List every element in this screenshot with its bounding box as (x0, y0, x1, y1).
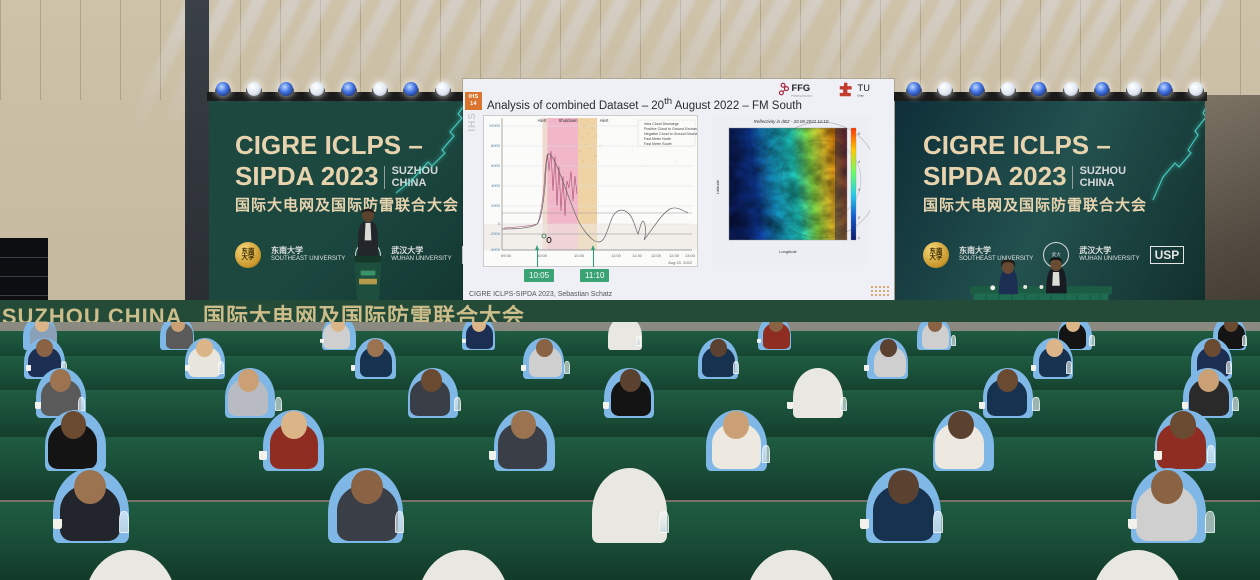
svg-text:1: 1 (858, 236, 860, 240)
svg-text:TU: TU (858, 83, 870, 93)
svg-text:11:00: 11:00 (611, 253, 621, 258)
svg-text:13:00: 13:00 (685, 253, 696, 258)
svg-text:-4000: -4000 (490, 247, 501, 252)
svg-text:10:30: 10:30 (574, 253, 585, 258)
svg-text:Fast Meter South: Fast Meter South (644, 142, 672, 146)
svg-text:Promoting Innovation: Promoting Innovation (792, 94, 813, 97)
svg-text:Alert: Alert (538, 118, 548, 123)
svg-text:Negative Cloud to Ground Disch: Negative Cloud to Ground Discharge (644, 132, 697, 136)
svg-text:Alert: Alert (600, 118, 610, 123)
svg-text:Fast Meter North: Fast Meter North (644, 137, 671, 141)
svg-text:Longitude: Longitude (779, 249, 797, 254)
svg-text:2: 2 (858, 216, 860, 220)
svg-text:5: 5 (858, 132, 860, 136)
svg-text:12:00: 12:00 (651, 253, 662, 258)
svg-text:10000: 10000 (489, 123, 501, 128)
svg-text:12:30: 12:30 (669, 253, 680, 258)
svg-text:Intra Cloud Discharge: Intra Cloud Discharge (644, 122, 679, 126)
svg-text:Positive Cloud to Ground Excha: Positive Cloud to Ground Exchange (644, 127, 697, 131)
svg-text:10:00: 10:00 (537, 253, 548, 258)
svg-text:09:30: 09:30 (501, 253, 512, 258)
svg-text:Reflectivity in dBZ - 20.08.20: Reflectivity in dBZ - 20.08.2022 11:10 (754, 119, 829, 124)
svg-text:6000: 6000 (491, 163, 501, 168)
svg-text:FFG: FFG (792, 83, 811, 93)
svg-text:2000: 2000 (491, 203, 501, 208)
svg-text:11:30: 11:30 (632, 253, 642, 258)
svg-text:Aug 20, 2022: Aug 20, 2022 (668, 260, 693, 265)
svg-text:Latitude: Latitude (715, 179, 720, 194)
svg-text:3: 3 (858, 188, 860, 192)
svg-text:4: 4 (858, 160, 860, 164)
svg-text:8000: 8000 (491, 143, 501, 148)
svg-text:-2000: -2000 (490, 231, 501, 236)
svg-text:Shutdown: Shutdown (558, 118, 578, 123)
svg-text:Graz: Graz (858, 93, 865, 97)
svg-text:4000: 4000 (491, 183, 501, 188)
